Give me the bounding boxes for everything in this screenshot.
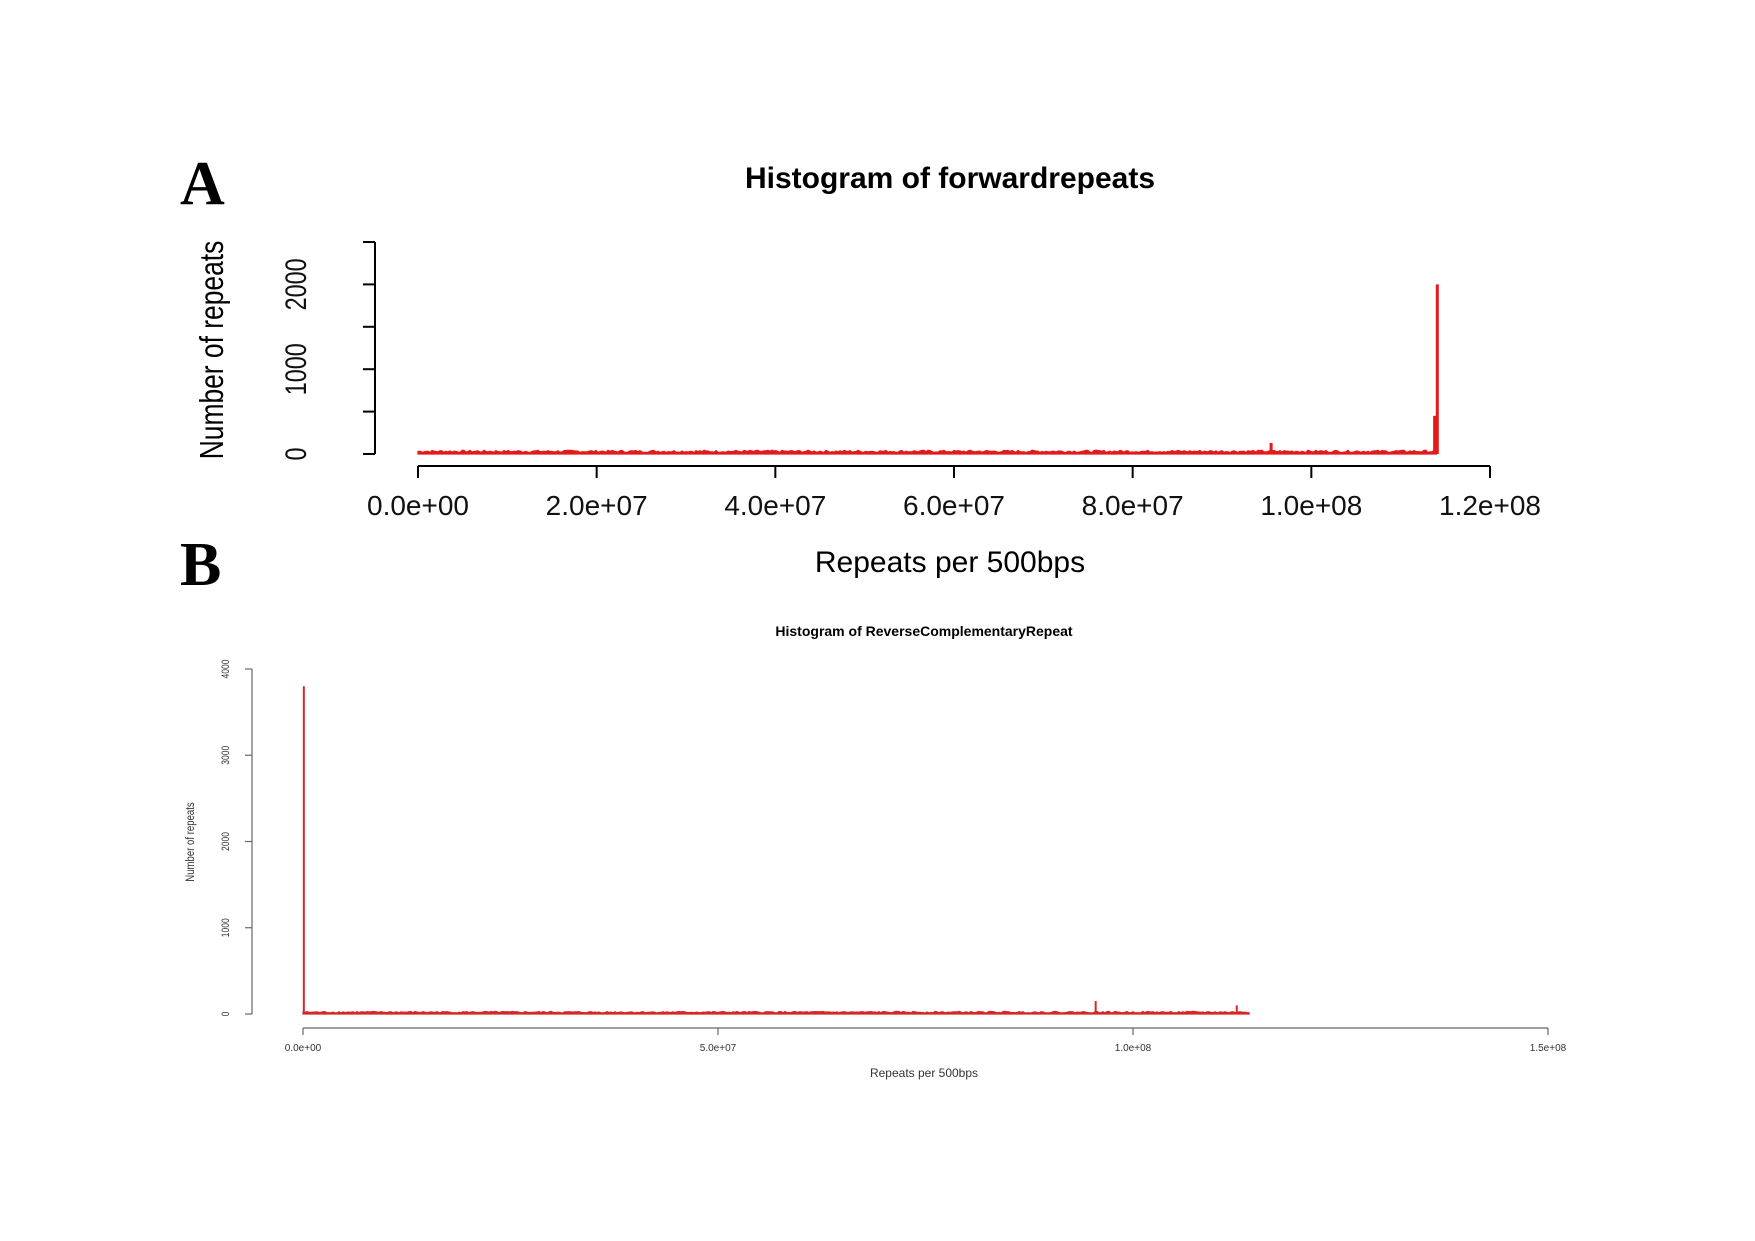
- chart-b-y-tick-label: 3000: [220, 745, 232, 765]
- chart-b-title: Histogram of ReverseComplementaryRepeat: [775, 623, 1073, 639]
- chart-b-x-tick-label: 1.5e+08: [1530, 1043, 1567, 1054]
- chart-a-y-tick-label: 1000: [279, 343, 312, 395]
- chart-b-y-tick-label: 2000: [220, 832, 232, 852]
- chart-b-ylabel: Number of repeats: [184, 802, 197, 882]
- chart-a-x-tick-label: 4.0e+07: [724, 490, 826, 521]
- chart-a-title: Histogram of forwardrepeats: [745, 162, 1155, 195]
- chart-a-x-tick-label: 1.0e+08: [1260, 490, 1362, 521]
- chart-b-x-tick-label: 0.0e+00: [285, 1043, 322, 1054]
- panel-label-b: B: [180, 531, 221, 599]
- chart-a-x-tick-label: 0.0e+00: [367, 490, 469, 521]
- chart-a-spike-bar: [1435, 284, 1439, 454]
- chart-a-x-tick-label: 6.0e+07: [903, 490, 1005, 521]
- chart-b-baseline-bars: [302, 1010, 1250, 1015]
- chart-a-x-tick-label: 8.0e+07: [1082, 490, 1184, 521]
- chart-a: Histogram of forwardrepeats 0 1000 2000 0.…: [194, 162, 1541, 579]
- chart-a-y-tick-label: 0: [279, 447, 312, 460]
- chart-b-y-tick-label: 0: [220, 1011, 232, 1016]
- chart-a-x-tick-label: 1.2e+08: [1439, 490, 1541, 521]
- chart-b-spike-bar: [1094, 1001, 1097, 1014]
- chart-a-spike-bar: [1433, 415, 1437, 454]
- chart-b-y-tick-label: 1000: [220, 918, 232, 938]
- chart-a-x-tick-label: 2.0e+07: [546, 490, 648, 521]
- chart-a-ylabel: Number of repeats: [194, 241, 230, 460]
- chart-a-xlabel: Repeats per 500bps: [815, 546, 1085, 579]
- chart-a-y-tick-label: 2000: [279, 258, 312, 310]
- chart-b-x-tick-label: 5.0e+07: [700, 1043, 737, 1054]
- chart-b-y-tick-label: 4000: [220, 659, 232, 679]
- chart-b-spike-bar: [1235, 1005, 1238, 1014]
- chart-b-xlabel: Repeats per 500bps: [870, 1066, 978, 1080]
- chart-b-spike-bar: [302, 686, 305, 1014]
- chart-b: Histogram of ReverseComplementaryRepeat …: [184, 623, 1567, 1080]
- chart-a-baseline-bars: [417, 449, 1438, 455]
- chart-b-x-tick-label: 1.0e+08: [1115, 1043, 1152, 1054]
- chart-a-spike-bar: [1269, 442, 1273, 454]
- panel-label-a: A: [180, 150, 225, 218]
